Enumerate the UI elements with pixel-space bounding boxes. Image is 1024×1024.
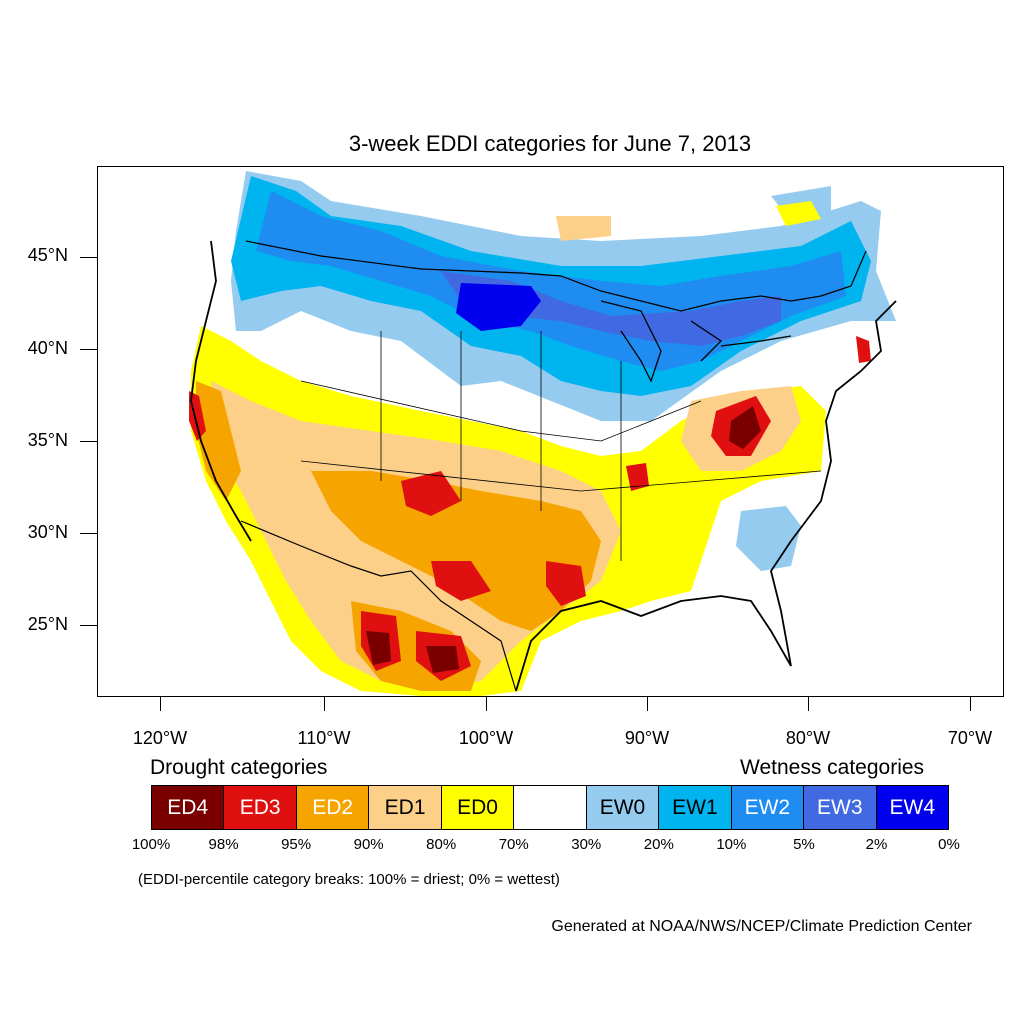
lat-tick xyxy=(80,349,97,350)
legend-swatch-ew0: EW0 xyxy=(586,786,660,829)
break-label: 30% xyxy=(571,836,602,853)
legend-swatch-ed2: ED2 xyxy=(296,786,370,829)
ed3-texas xyxy=(431,561,491,601)
break-label: 5% xyxy=(793,836,815,853)
gulf-coast xyxy=(515,595,792,692)
ed2-california xyxy=(196,381,241,501)
lat-label-30n: 30°N xyxy=(27,522,68,542)
break-label: 100% xyxy=(131,836,171,853)
us-canada-border xyxy=(245,240,867,312)
boundaries xyxy=(190,240,897,692)
wetness-categories-heading: Wetness categories xyxy=(740,756,925,779)
lon-label-80w: 80°W xyxy=(785,728,831,748)
great-lakes xyxy=(600,300,792,383)
lon-tick xyxy=(970,697,971,711)
ed0-quebec-spot xyxy=(776,201,821,226)
legend-swatch-ew3: EW3 xyxy=(804,786,877,829)
lat-tick xyxy=(80,257,97,258)
lat-label-40n: 40°N xyxy=(27,338,68,358)
ed4-mexico-east xyxy=(426,646,459,673)
credit-line: Generated at NOAA/NWS/NCEP/Climate Predi… xyxy=(551,918,972,935)
us-mexico-border xyxy=(240,520,517,692)
ew0-southeast xyxy=(736,506,801,571)
legend-swatch-ed0: ED0 xyxy=(441,786,515,829)
lat-label-45n: 45°N xyxy=(27,245,68,265)
east-coast xyxy=(770,300,897,667)
west-coast xyxy=(190,240,252,542)
break-label: 2% xyxy=(865,836,888,853)
ed3-northeast xyxy=(856,336,871,363)
ed3-new-mexico xyxy=(401,471,461,516)
lon-label-90w: 90°W xyxy=(624,728,670,748)
legend-swatch-ew2: EW2 xyxy=(731,786,805,829)
lat-label-25n: 25°N xyxy=(27,614,68,634)
break-label: 0% xyxy=(938,836,960,853)
lon-label-110w: 110°W xyxy=(297,728,351,748)
break-label: 10% xyxy=(716,836,747,853)
lon-tick xyxy=(486,697,487,711)
legend-swatch-ew4: EW4 xyxy=(876,786,948,829)
lon-tick xyxy=(160,697,161,711)
break-label: 90% xyxy=(353,836,384,853)
lon-label-100w: 100°W xyxy=(458,728,514,748)
ed4-mexico xyxy=(366,631,391,665)
lon-tick xyxy=(324,697,325,711)
eddi-map xyxy=(97,166,1004,697)
legend-swatch-neutral xyxy=(514,786,587,829)
ed3-california-coast xyxy=(189,391,206,441)
lon-tick xyxy=(647,697,648,711)
lat-tick xyxy=(80,533,97,534)
eddi-map-canvas xyxy=(189,171,897,696)
state-line-3 xyxy=(300,460,822,492)
legend-swatch-ew1: EW1 xyxy=(659,786,732,829)
lat-tick xyxy=(80,625,97,626)
state-line-2 xyxy=(380,331,622,561)
drought-regions xyxy=(189,201,871,696)
lon-label-120w: 120°W xyxy=(132,728,188,748)
drought-categories-heading: Drought categories xyxy=(150,756,328,779)
category-legend-bar: ED4 ED3 ED2 ED1 ED0 EW0 EW1 EW2 EW3 EW4 xyxy=(151,785,949,830)
map-title: 3-week EDDI categories for June 7, 2013 xyxy=(348,131,752,156)
legend-swatch-ed4: ED4 xyxy=(152,786,225,829)
state-line-1 xyxy=(300,380,702,442)
category-break-note: (EDDI-percentile category breaks: 100% =… xyxy=(138,871,560,888)
break-label: 70% xyxy=(498,836,529,853)
ew4-dakotas xyxy=(456,283,541,331)
ed3-arkansas xyxy=(626,463,649,491)
ed3-east-texas xyxy=(546,561,586,606)
wetness-regions xyxy=(231,171,896,571)
lon-label-70w: 70°W xyxy=(947,728,993,748)
break-label: 95% xyxy=(281,836,312,853)
break-label: 98% xyxy=(208,836,239,853)
legend-swatch-ed1: ED1 xyxy=(369,786,442,829)
lat-label-35n: 35°N xyxy=(27,430,68,450)
legend-swatch-ed3: ED3 xyxy=(224,786,297,829)
ed1-michigan-upper xyxy=(556,216,611,241)
lat-tick xyxy=(80,441,97,442)
break-label: 80% xyxy=(426,836,457,853)
ed2-southern-plains xyxy=(311,471,601,631)
ed4-west-virginia xyxy=(729,406,761,449)
lon-tick xyxy=(808,697,809,711)
break-label: 20% xyxy=(643,836,674,853)
